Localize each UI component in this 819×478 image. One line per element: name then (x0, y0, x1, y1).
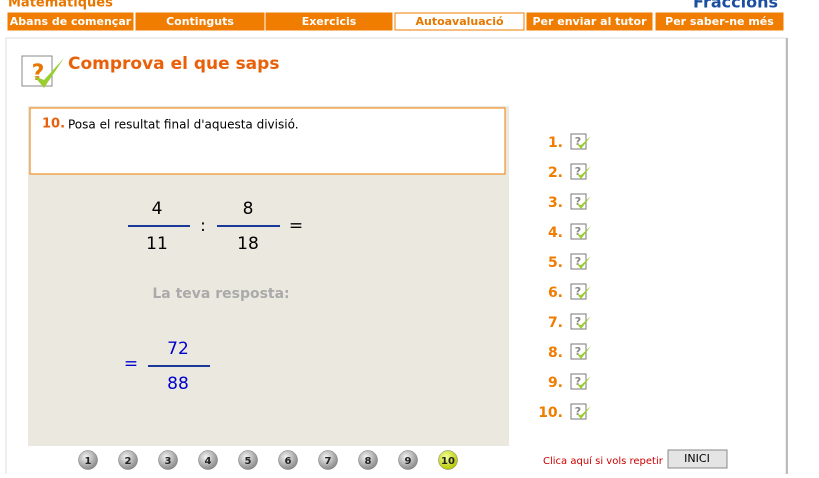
equals: = (289, 216, 303, 236)
nav-tab[interactable] (394, 12, 525, 31)
nav-bar: Abans de començar Continguts Exercicis Auto… (7, 12, 784, 31)
page-button-label[interactable]: 1 (85, 456, 92, 467)
question-link[interactable]: 3. (548, 195, 563, 211)
question-link[interactable]: 6. (548, 285, 563, 301)
page-button[interactable] (318, 450, 338, 470)
title-icon: ? (21, 55, 64, 88)
denominator: 11 (146, 234, 168, 254)
nav-tab[interactable] (526, 12, 653, 31)
answer-denominator[interactable]: 88 (167, 374, 189, 394)
question-link[interactable]: 8. (548, 345, 563, 361)
question-link[interactable]: 9. (548, 375, 563, 391)
page-button-label[interactable]: 7 (325, 456, 332, 467)
topic: Fraccions (693, 0, 778, 12)
question-text: Posa el resultat final d'aquesta divisió… (68, 118, 299, 132)
question-list: 1. 2. 3. 4. 5. 6. 7. 8. 9. 10. (538, 133, 592, 421)
page-button-label[interactable]: 3 (165, 456, 172, 467)
repeat-prompt: Clica aquí si vols repetir (543, 455, 664, 467)
pager: 1 2 3 4 5 6 7 8 9 10 (78, 450, 458, 470)
nav-tab-label[interactable]: Abans de començar (10, 15, 132, 28)
page-button[interactable] (118, 450, 138, 470)
page-button[interactable] (278, 450, 298, 470)
question-link[interactable]: 4. (548, 225, 563, 241)
page-button-label[interactable]: 6 (285, 456, 292, 467)
question-link[interactable]: 10. (538, 405, 563, 421)
nav-tab[interactable] (7, 12, 134, 31)
numerator: 8 (243, 199, 254, 219)
page-button-label[interactable]: 4 (205, 456, 212, 467)
page-button[interactable] (398, 450, 418, 470)
question-box (29, 107, 506, 175)
operator: : (200, 216, 206, 236)
denominator: 18 (237, 234, 259, 254)
page-button[interactable] (438, 450, 458, 470)
question-link[interactable]: 2. (548, 165, 563, 181)
page-button[interactable] (158, 450, 178, 470)
page-button-label[interactable]: 2 (125, 456, 132, 467)
question-link[interactable]: 5. (548, 255, 563, 271)
nav-tab[interactable] (135, 12, 265, 31)
subject: Matemàtiques (8, 0, 113, 11)
question-link[interactable]: 1. (548, 135, 563, 151)
nav-tab[interactable] (265, 12, 393, 31)
page-button-label[interactable]: 5 (245, 456, 252, 467)
nav-tab[interactable] (655, 12, 784, 31)
answer-label: La teva resposta: (152, 286, 289, 302)
answer-numerator[interactable]: 72 (167, 339, 189, 359)
nav-tab-label[interactable]: Continguts (166, 15, 234, 28)
panel-title: Comprova el que saps (68, 54, 279, 74)
nav-tab-label[interactable]: Autoavaluació (415, 15, 503, 28)
numerator: 4 (152, 199, 163, 219)
page-button[interactable] (78, 450, 98, 470)
nav-tab-label[interactable]: Per saber-ne més (665, 15, 774, 28)
question-link[interactable]: 7. (548, 315, 563, 331)
page-button-label[interactable]: 9 (405, 456, 412, 467)
start-button-label[interactable]: INICI (684, 452, 710, 465)
page-button-label[interactable]: 8 (365, 456, 372, 467)
nav-tab-label[interactable]: Per enviar al tutor (532, 15, 647, 28)
page-button-label[interactable]: 10 (441, 456, 455, 467)
answer-equals: = (124, 354, 138, 374)
page-button[interactable] (358, 450, 378, 470)
page-button[interactable] (238, 450, 258, 470)
nav-tab-label[interactable]: Exercicis (302, 15, 357, 28)
start-button[interactable] (667, 449, 728, 469)
question-number: 10. (42, 117, 65, 132)
page-button[interactable] (198, 450, 218, 470)
